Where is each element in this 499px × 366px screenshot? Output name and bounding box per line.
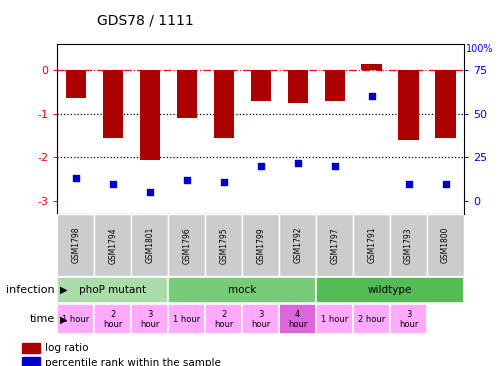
Bar: [214, 70, 234, 138]
Bar: [398, 70, 419, 140]
Point: [146, 189, 154, 195]
FancyBboxPatch shape: [353, 305, 390, 334]
Text: 2 hour: 2 hour: [358, 315, 385, 324]
Text: GSM1798: GSM1798: [71, 227, 80, 264]
FancyBboxPatch shape: [168, 305, 205, 334]
Text: 100%: 100%: [466, 44, 494, 54]
Text: 4
hour: 4 hour: [288, 310, 307, 329]
Text: 2
hour: 2 hour: [214, 310, 234, 329]
FancyBboxPatch shape: [94, 214, 131, 276]
Text: percentile rank within the sample: percentile rank within the sample: [45, 358, 222, 366]
Point: [405, 181, 413, 187]
Text: 3
hour: 3 hour: [140, 310, 160, 329]
FancyBboxPatch shape: [57, 305, 94, 334]
Bar: [22, 358, 40, 366]
FancyBboxPatch shape: [242, 214, 279, 276]
FancyBboxPatch shape: [57, 214, 94, 276]
Bar: [436, 70, 456, 138]
FancyBboxPatch shape: [131, 305, 168, 334]
Text: infection: infection: [6, 285, 55, 295]
Text: 1 hour: 1 hour: [62, 315, 89, 324]
FancyBboxPatch shape: [316, 305, 353, 334]
Text: log ratio: log ratio: [45, 343, 89, 353]
Bar: [324, 70, 345, 101]
FancyBboxPatch shape: [168, 214, 205, 276]
Point: [294, 160, 302, 165]
FancyBboxPatch shape: [390, 214, 427, 276]
Text: GSM1795: GSM1795: [219, 227, 228, 264]
Text: GSM1792: GSM1792: [293, 227, 302, 264]
Bar: [103, 70, 123, 138]
Text: wildtype: wildtype: [368, 285, 412, 295]
Bar: [250, 70, 271, 101]
Text: ▶: ▶: [60, 314, 67, 324]
FancyBboxPatch shape: [94, 305, 131, 334]
FancyBboxPatch shape: [168, 277, 316, 303]
Point: [220, 179, 228, 185]
Text: 3
hour: 3 hour: [251, 310, 270, 329]
FancyBboxPatch shape: [279, 214, 316, 276]
FancyBboxPatch shape: [353, 214, 390, 276]
Text: GSM1797: GSM1797: [330, 227, 339, 264]
Point: [183, 177, 191, 183]
FancyBboxPatch shape: [131, 214, 168, 276]
Text: mock: mock: [228, 285, 256, 295]
FancyBboxPatch shape: [316, 214, 353, 276]
Text: GSM1794: GSM1794: [108, 227, 117, 264]
Point: [368, 93, 376, 99]
FancyBboxPatch shape: [205, 305, 242, 334]
Text: GSM1793: GSM1793: [404, 227, 413, 264]
Bar: [287, 70, 308, 103]
Point: [256, 163, 264, 169]
Text: GSM1791: GSM1791: [367, 227, 376, 264]
Bar: [140, 70, 160, 160]
FancyBboxPatch shape: [242, 305, 279, 334]
Text: 3
hour: 3 hour: [399, 310, 418, 329]
FancyBboxPatch shape: [427, 214, 464, 276]
Bar: [177, 70, 197, 118]
Text: ▶: ▶: [60, 285, 67, 295]
Text: phoP mutant: phoP mutant: [79, 285, 146, 295]
Text: GSM1796: GSM1796: [182, 227, 191, 264]
Bar: [22, 343, 40, 354]
FancyBboxPatch shape: [316, 277, 464, 303]
Text: 1 hour: 1 hour: [321, 315, 348, 324]
Text: 1 hour: 1 hour: [173, 315, 201, 324]
Text: time: time: [29, 314, 55, 324]
FancyBboxPatch shape: [57, 277, 168, 303]
Text: GSM1800: GSM1800: [441, 227, 450, 264]
Text: GSM1801: GSM1801: [145, 227, 154, 264]
Text: 2
hour: 2 hour: [103, 310, 123, 329]
Text: GDS78 / 1111: GDS78 / 1111: [97, 14, 194, 27]
Text: GSM1799: GSM1799: [256, 227, 265, 264]
Bar: [66, 70, 86, 98]
Bar: [361, 64, 382, 70]
FancyBboxPatch shape: [279, 305, 316, 334]
Point: [331, 163, 339, 169]
Point: [72, 175, 80, 181]
FancyBboxPatch shape: [390, 305, 427, 334]
Point: [109, 181, 117, 187]
Point: [442, 181, 450, 187]
FancyBboxPatch shape: [205, 214, 242, 276]
